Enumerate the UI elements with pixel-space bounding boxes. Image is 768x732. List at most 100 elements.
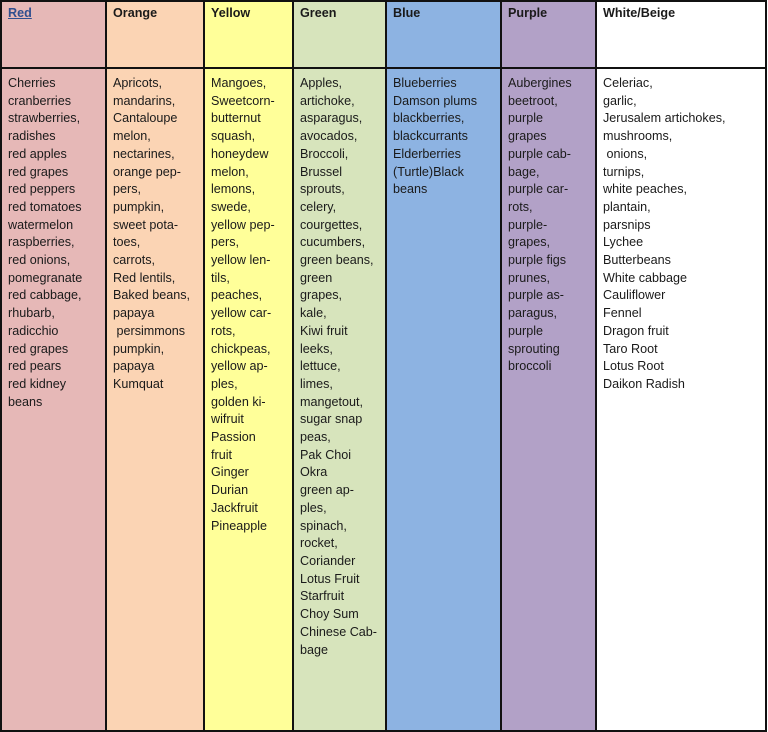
food-item: Celeriac,: [603, 76, 653, 90]
food-item: broccoli: [508, 359, 552, 374]
food-item: carrots,: [113, 253, 155, 268]
food-item: Jerusalem artichokes,: [603, 111, 726, 126]
food-item: (Turtle)Black: [393, 164, 464, 179]
food-item: beetroot,: [508, 93, 558, 108]
food-item: Taro Root: [603, 341, 658, 356]
food-item: Choy Sum: [300, 607, 359, 622]
cell-green: Apples, artichoke, asparagus, avocados, Broc…: [292, 67, 387, 732]
food-item: mandarins,: [113, 93, 176, 108]
food-item: grapes,: [508, 235, 551, 250]
food-item: red grapes: [8, 164, 69, 179]
food-item: red grapes: [8, 341, 69, 356]
food-item: Lotus Root: [603, 359, 664, 374]
column-header-label: Purple: [508, 6, 548, 20]
food-item: persimmons: [113, 323, 186, 338]
food-item: swede,: [211, 199, 251, 214]
header-white-beige: White/Beige: [595, 0, 767, 69]
food-item: limes,: [300, 376, 333, 391]
food-item: sweet pota-: [113, 217, 179, 232]
food-item: rhubarb,: [8, 306, 55, 321]
header-green: Green: [292, 0, 387, 69]
column-header-label: Blue: [393, 6, 421, 20]
food-item: red apples: [8, 146, 67, 161]
food-item: Blueberries: [393, 76, 457, 90]
food-item: peaches,: [211, 288, 263, 303]
food-item: avocados,: [300, 129, 358, 144]
food-item: Okra: [300, 465, 328, 480]
food-item: sugar snap: [300, 412, 363, 427]
column-header-label: Orange: [113, 6, 158, 20]
food-item: Starfruit: [300, 589, 345, 604]
column-header-label[interactable]: Red: [8, 6, 32, 20]
food-item: Apples,: [300, 76, 343, 90]
food-item: White cabbage: [603, 270, 688, 285]
food-item: kale,: [300, 306, 327, 321]
food-item: rots,: [508, 199, 533, 214]
food-item: Lotus Fruit: [300, 571, 360, 586]
food-item: ples,: [211, 376, 238, 391]
cell-purple: Aubergines beetroot, purple grapes purple ca…: [500, 67, 597, 732]
food-item: Cherries: [8, 76, 56, 90]
food-item: blackcurrants: [393, 129, 468, 144]
food-item: mushrooms,: [603, 129, 673, 144]
food-item: purple as-: [508, 288, 565, 303]
cell-red: Cherries cranberries strawberries, radishes…: [0, 67, 107, 732]
food-item: melon,: [113, 129, 151, 144]
food-item: paragus,: [508, 306, 558, 321]
food-item: red peppers: [8, 182, 76, 197]
food-item: pumpkin,: [113, 341, 165, 356]
food-item: purple car-: [508, 182, 569, 197]
food-item: rots,: [211, 323, 236, 338]
food-item: Pak Choi: [300, 447, 352, 462]
cell-yellow: Mangoes, Sweetcorn-butternut squash, honeyd…: [203, 67, 294, 732]
header-purple: Purple: [500, 0, 597, 69]
food-item: cranberries: [8, 93, 71, 108]
column-header-label: Yellow: [211, 6, 251, 20]
food-item: asparagus,: [300, 111, 363, 126]
food-item: Cantaloupe: [113, 111, 178, 126]
food-item: red cabbage,: [8, 288, 82, 303]
food-item: Sweetcorn-: [211, 93, 275, 108]
food-item: yellow ap-: [211, 359, 268, 374]
column-header-label: Green: [300, 6, 337, 20]
food-item: beans: [393, 182, 428, 197]
food-item: garlic,: [603, 93, 637, 108]
food-item: papaya: [113, 359, 155, 374]
column-header-label: White/Beige: [603, 6, 676, 20]
food-item: Mangoes,: [211, 76, 267, 90]
food-item: lemons,: [211, 182, 256, 197]
header-blue: Blue: [385, 0, 502, 69]
food-item: Ginger: [211, 465, 249, 480]
food-item: spinach,: [300, 518, 347, 533]
food-item: tils,: [211, 270, 230, 285]
food-item: white peaches,: [603, 182, 688, 197]
food-item: Red lentils,: [113, 270, 176, 285]
food-item: Aubergines: [508, 76, 572, 90]
food-item: cucumbers,: [300, 235, 366, 250]
food-item: purple-: [508, 217, 548, 232]
header-yellow: Yellow: [203, 0, 294, 69]
food-item: Jackfruit: [211, 500, 258, 515]
food-item: red onions,: [8, 253, 71, 268]
food-item: honeydew: [211, 146, 269, 161]
food-item: Chinese Cab-: [300, 624, 378, 639]
food-item: mangetout,: [300, 394, 364, 409]
food-item: pomegranate: [8, 270, 83, 285]
food-item: grapes: [508, 129, 547, 144]
food-item: prunes,: [508, 270, 551, 285]
food-item: yellow car-: [211, 306, 272, 321]
food-item: melon,: [211, 164, 249, 179]
food-item: strawberries,: [8, 111, 81, 126]
food-item: watermelon: [8, 217, 74, 232]
food-item: Baked beans,: [113, 288, 191, 303]
food-item: red tomatoes: [8, 199, 82, 214]
food-item: Coriander: [300, 553, 356, 568]
food-item: purple: [508, 323, 544, 338]
food-item: beans: [8, 394, 43, 409]
food-item: Butterbeans: [603, 253, 671, 268]
food-item: green beans,: [300, 253, 374, 268]
food-item: grapes,: [300, 288, 343, 303]
food-item: artichoke,: [300, 93, 355, 108]
food-item: radicchio: [8, 323, 59, 338]
